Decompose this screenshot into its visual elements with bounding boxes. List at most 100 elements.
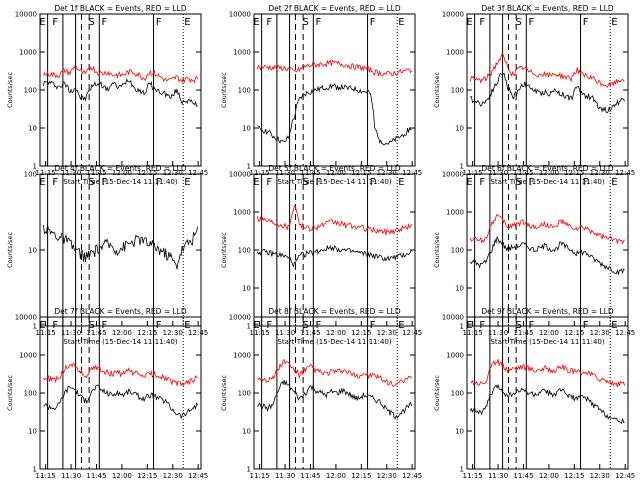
x-tick-label: 12:15 xyxy=(351,169,371,177)
panel-title: Det 5f BLACK = Events, RED = LLD xyxy=(268,164,401,173)
y-tick-label: 10 xyxy=(242,285,251,293)
marker-letter: F xyxy=(479,177,485,188)
y-tick-label: 1 xyxy=(33,163,37,171)
y-tick-label: 1000 xyxy=(19,49,37,57)
marker-letter: F xyxy=(316,17,322,28)
x-tick-label: 11:15 xyxy=(463,472,483,480)
x-tick-label: 11:30 xyxy=(488,329,508,337)
x-tick-label: 12:30 xyxy=(163,169,183,177)
marker-letter: F xyxy=(156,177,162,188)
series-events xyxy=(257,244,412,268)
x-tick-label: 12:45 xyxy=(615,472,635,480)
y-tick-label: 1000 xyxy=(233,352,251,360)
marker-letter: E xyxy=(611,320,617,331)
y-axis-label: Counts/sec xyxy=(433,72,441,108)
series-lld xyxy=(257,359,412,388)
y-tick-label: 100 xyxy=(238,247,251,255)
marker-letter: F xyxy=(156,17,162,28)
y-tick-label: 100 xyxy=(238,87,251,95)
y-tick-label: 10 xyxy=(242,428,251,436)
y-tick-label: 1000 xyxy=(446,352,464,360)
y-tick-label: 100 xyxy=(451,247,464,255)
x-tick-label: 12:00 xyxy=(326,329,346,337)
x-tick-label: 11:30 xyxy=(275,169,295,177)
x-axis-label: Start Time (15-Dec-14 11:11:40) xyxy=(277,338,391,346)
marker-letter: E xyxy=(611,17,617,28)
series-lld xyxy=(257,59,412,77)
series-lld xyxy=(43,65,198,84)
panel-title: Det 7f BLACK = Events, RED = LLD xyxy=(54,307,187,316)
x-tick-label: 12:45 xyxy=(188,169,208,177)
y-tick-label: 10 xyxy=(28,428,37,436)
series-events xyxy=(470,235,625,276)
x-tick-label: 11:15 xyxy=(463,329,483,337)
x-tick-label: 11:45 xyxy=(300,472,320,480)
marker-letter: F xyxy=(529,177,535,188)
y-tick-label: 10000 xyxy=(15,11,37,19)
panel-title: Det 8f BLACK = Events, RED = LLD xyxy=(268,307,401,316)
y-axis-label: Counts/sec xyxy=(433,375,441,411)
y-tick-label: 1 xyxy=(460,466,464,474)
marker-letter: F xyxy=(529,320,535,331)
y-tick-label: 1000 xyxy=(233,49,251,57)
x-tick-label: 11:30 xyxy=(275,472,295,480)
plot-frame xyxy=(466,13,629,167)
marker-letter: S xyxy=(516,17,522,28)
x-tick-label: 11:30 xyxy=(488,472,508,480)
marker-letter: F xyxy=(266,177,272,188)
y-tick-label: 1000 xyxy=(19,352,37,360)
x-tick-label: 11:30 xyxy=(61,169,81,177)
y-tick-label: 10 xyxy=(455,125,464,133)
series-events xyxy=(470,73,625,114)
y-tick-label: 1000 xyxy=(446,49,464,57)
y-tick-label: 1 xyxy=(33,323,37,331)
marker-letter: F xyxy=(583,177,589,188)
series-events xyxy=(43,384,198,420)
marker-letter: E xyxy=(398,177,404,188)
series-events xyxy=(257,379,412,420)
x-tick-label: 12:15 xyxy=(564,472,584,480)
marker-letter: F xyxy=(479,320,485,331)
marker-letter: E xyxy=(253,17,259,28)
marker-letter: E xyxy=(398,17,404,28)
x-tick-label: 12:30 xyxy=(163,329,183,337)
x-tick-label: 11:30 xyxy=(488,169,508,177)
y-tick-label: 1 xyxy=(460,163,464,171)
marker-letter: E xyxy=(39,320,45,331)
marker-letter: F xyxy=(52,177,58,188)
x-tick-label: 11:45 xyxy=(513,472,533,480)
panel-title: Det 2f BLACK = Events, RED = LLD xyxy=(268,4,401,13)
y-tick-label: 10 xyxy=(455,285,464,293)
panel-title: Det 9f BLACK = Events, RED = LLD xyxy=(481,307,614,316)
marker-letter: E xyxy=(39,177,45,188)
y-tick-label: 100 xyxy=(24,171,37,179)
y-axis-label: Counts/sec xyxy=(220,232,228,268)
y-tick-label: 10 xyxy=(455,428,464,436)
marker-letter: F xyxy=(266,320,272,331)
x-tick-label: 11:30 xyxy=(275,329,295,337)
x-tick-label: 11:15 xyxy=(36,472,56,480)
marker-letter: F xyxy=(583,320,589,331)
series-events xyxy=(43,224,198,270)
x-tick-label: 12:15 xyxy=(137,472,157,480)
marker-letter: F xyxy=(102,320,108,331)
y-tick-label: 100 xyxy=(451,390,464,398)
y-axis-label: Counts/sec xyxy=(220,375,228,411)
x-tick-label: 12:30 xyxy=(590,329,610,337)
series-lld xyxy=(257,204,412,235)
marker-letter: S xyxy=(516,320,522,331)
x-tick-label: 12:00 xyxy=(112,329,132,337)
marker-letter: F xyxy=(370,320,376,331)
y-tick-label: 10 xyxy=(28,247,37,255)
marker-letter: S xyxy=(303,320,309,331)
x-axis-label: Start Time (15-Dec-14 11:11:40) xyxy=(63,178,177,186)
y-axis-label: Counts/sec xyxy=(6,375,14,411)
x-tick-label: 11:45 xyxy=(86,329,106,337)
marker-letter: S xyxy=(89,320,95,331)
